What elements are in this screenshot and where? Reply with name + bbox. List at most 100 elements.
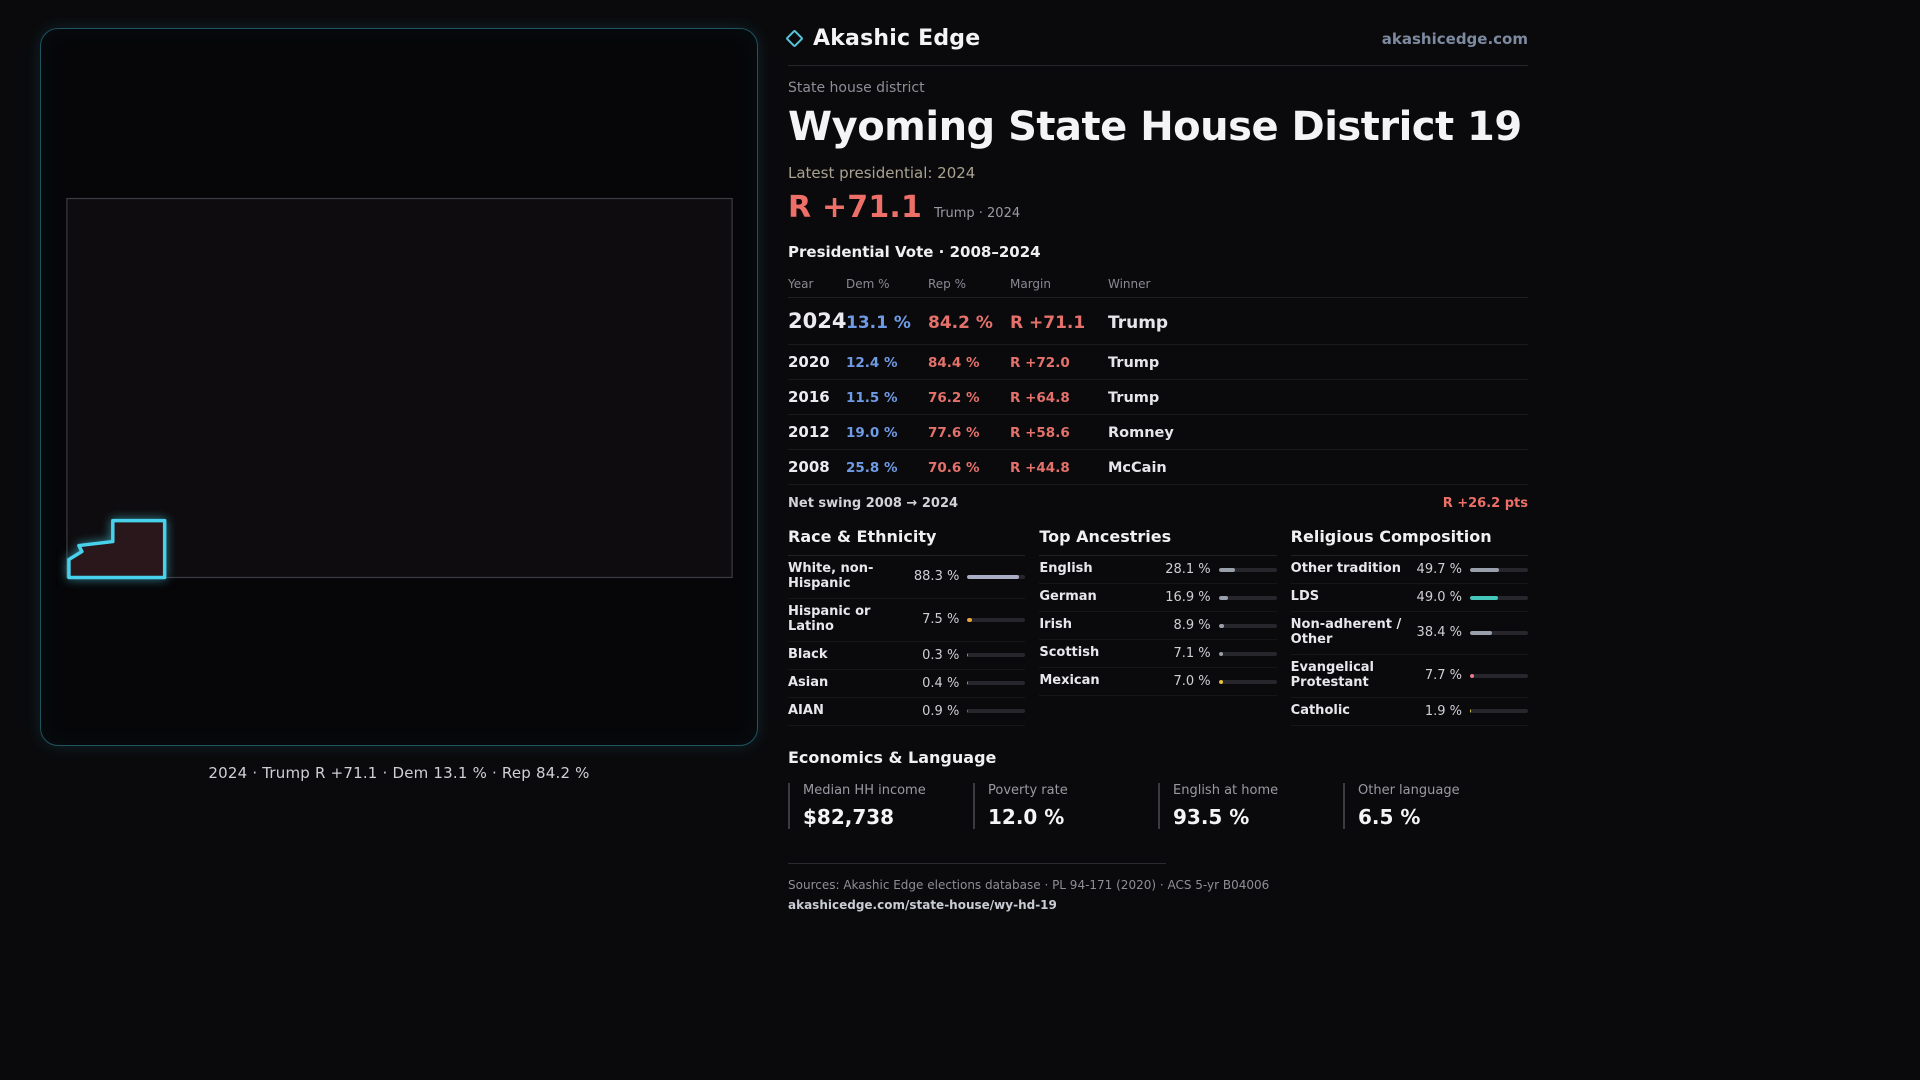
demo-bar [967, 653, 1026, 658]
demo-value: 38.4 % [1416, 625, 1462, 641]
permalink[interactable]: akashicedge.com/state-house/wy-hd-19 [788, 897, 1057, 912]
sources-text: Sources: Akashic Edge elections database… [788, 877, 1270, 892]
vote-table-header: Year Dem % Rep % Margin Winner [788, 271, 1528, 298]
site-link[interactable]: akashicedge.com [1381, 29, 1528, 48]
demo-bar [967, 709, 1026, 714]
col-dem: Dem % [846, 277, 890, 291]
demo-bar [1469, 567, 1528, 572]
demo-label: AIAN [788, 702, 824, 718]
demo-value: 0.3 % [922, 647, 960, 663]
table-row: 2012 19.0 % 77.6 % R +58.6 Romney [788, 415, 1528, 450]
demo-value: 88.3 % [913, 569, 960, 585]
row-winner: Romney [1108, 425, 1174, 441]
list-item: Catholic 1.9 % [1290, 698, 1528, 726]
demo-bar [1218, 651, 1277, 656]
demo-label: Non-adherent / Other [1290, 617, 1402, 647]
demo-label: English [1039, 561, 1093, 577]
religion-column: Religious Composition Other tradition 49… [1290, 527, 1528, 726]
demo-label: Hispanic or Latino [788, 603, 871, 634]
row-margin: R +71.1 [1010, 313, 1086, 333]
map-panel [40, 28, 758, 746]
demo-label: Asian [788, 674, 829, 690]
demo-label: Irish [1039, 617, 1073, 633]
demo-bar [967, 617, 1026, 622]
row-year: 2012 [788, 423, 830, 441]
report-column: Akashic Edge akashicedge.com State house… [785, 26, 1528, 913]
stat-value: 12.0 % [988, 804, 1065, 829]
latest-label: Latest presidential: 2024 [788, 164, 976, 182]
list-item: German 16.9 % [1039, 584, 1277, 612]
col-year: Year [788, 277, 814, 291]
demo-value: 49.0 % [1416, 590, 1462, 605]
demo-label: LDS [1290, 589, 1320, 605]
list-item: White, non-Hispanic 88.3 % [788, 556, 1026, 599]
list-item: Asian 0.4 % [788, 670, 1026, 698]
demo-bar [967, 681, 1026, 686]
demo-bar [1469, 673, 1528, 678]
list-item: Irish 8.9 % [1039, 612, 1277, 640]
demo-value: 16.9 % [1165, 590, 1211, 605]
row-dem: 12.4 % [846, 355, 898, 371]
list-item: Scottish 7.1 % [1039, 640, 1277, 668]
economics-title: Economics & Language [788, 747, 997, 767]
row-year: 2016 [788, 388, 830, 406]
row-winner: Trump [1108, 390, 1160, 406]
stat-other-language: Other language 6.5 % [1343, 782, 1528, 829]
demo-value: 0.9 % [922, 703, 960, 719]
stat-label: Other language [1358, 782, 1460, 798]
stat-label: English at home [1173, 782, 1279, 798]
demo-bar [1469, 709, 1528, 714]
demo-label: German [1039, 589, 1097, 605]
row-rep: 77.6 % [928, 425, 980, 441]
ancestries-column: Top Ancestries English 28.1 % German 16.… [1039, 527, 1277, 726]
col-winner: Winner [1108, 277, 1151, 291]
row-rep: 76.2 % [928, 390, 980, 406]
economics-stats: Median HH income $82,738 Poverty rate 12… [788, 782, 1528, 829]
demo-label: Catholic [1290, 702, 1350, 718]
state-outline [66, 197, 733, 579]
net-swing-label: Net swing 2008 → 2024 [788, 496, 959, 511]
stat-value: 6.5 % [1358, 804, 1421, 829]
row-margin: R +64.8 [1010, 390, 1070, 406]
row-year: 2008 [788, 458, 830, 476]
table-row: 2024 13.1 % 84.2 % R +71.1 Trump [788, 298, 1528, 345]
religion-title: Religious Composition [1290, 527, 1528, 556]
list-item: Non-adherent / Other 38.4 % [1290, 612, 1528, 655]
district-shape [67, 518, 167, 580]
demo-label: Black [788, 646, 828, 662]
list-item: English 28.1 % [1039, 556, 1277, 584]
net-swing-value: R +26.2 pts [1442, 496, 1528, 511]
stat-poverty-rate: Poverty rate 12.0 % [973, 782, 1158, 829]
ancestries-title: Top Ancestries [1039, 527, 1277, 556]
list-item: Black 0.3 % [788, 642, 1026, 670]
demo-value: 1.9 % [1424, 703, 1462, 719]
row-winner: Trump [1108, 313, 1169, 333]
demo-value: 7.5 % [922, 612, 960, 628]
demo-bar [1469, 595, 1528, 600]
margin-value: R +71.1 [788, 190, 923, 225]
list-item: Other tradition 49.7 % [1290, 556, 1528, 584]
headline-margin: R +71.1 Trump · 2024 [788, 190, 1528, 225]
header: Akashic Edge akashicedge.com [785, 26, 1528, 66]
row-year: 2020 [788, 353, 830, 371]
demo-bar [1469, 630, 1528, 635]
col-margin: Margin [1010, 277, 1051, 291]
vote-table-title: Presidential Vote · 2008–2024 [788, 243, 1041, 261]
row-rep: 70.6 % [928, 460, 980, 476]
demo-value: 7.1 % [1173, 646, 1211, 661]
row-dem: 25.8 % [846, 460, 898, 476]
row-margin: R +72.0 [1010, 355, 1070, 371]
net-swing: Net swing 2008 → 2024 R +26.2 pts [788, 485, 1528, 517]
list-item: AIAN 0.9 % [788, 698, 1026, 726]
row-margin: R +44.8 [1010, 460, 1070, 476]
map-caption: 2024 · Trump R +71.1 · Dem 13.1 % · Rep … [208, 764, 590, 782]
stat-median-hh-income: Median HH income $82,738 [788, 782, 973, 829]
list-item: Hispanic or Latino 7.5 % [788, 599, 1026, 642]
demo-value: 49.7 % [1416, 562, 1462, 577]
row-rep: 84.2 % [928, 313, 993, 333]
col-rep: Rep % [928, 277, 967, 291]
row-dem: 13.1 % [846, 313, 911, 333]
demo-value: 8.9 % [1173, 618, 1211, 633]
stat-value: $82,738 [803, 804, 895, 829]
